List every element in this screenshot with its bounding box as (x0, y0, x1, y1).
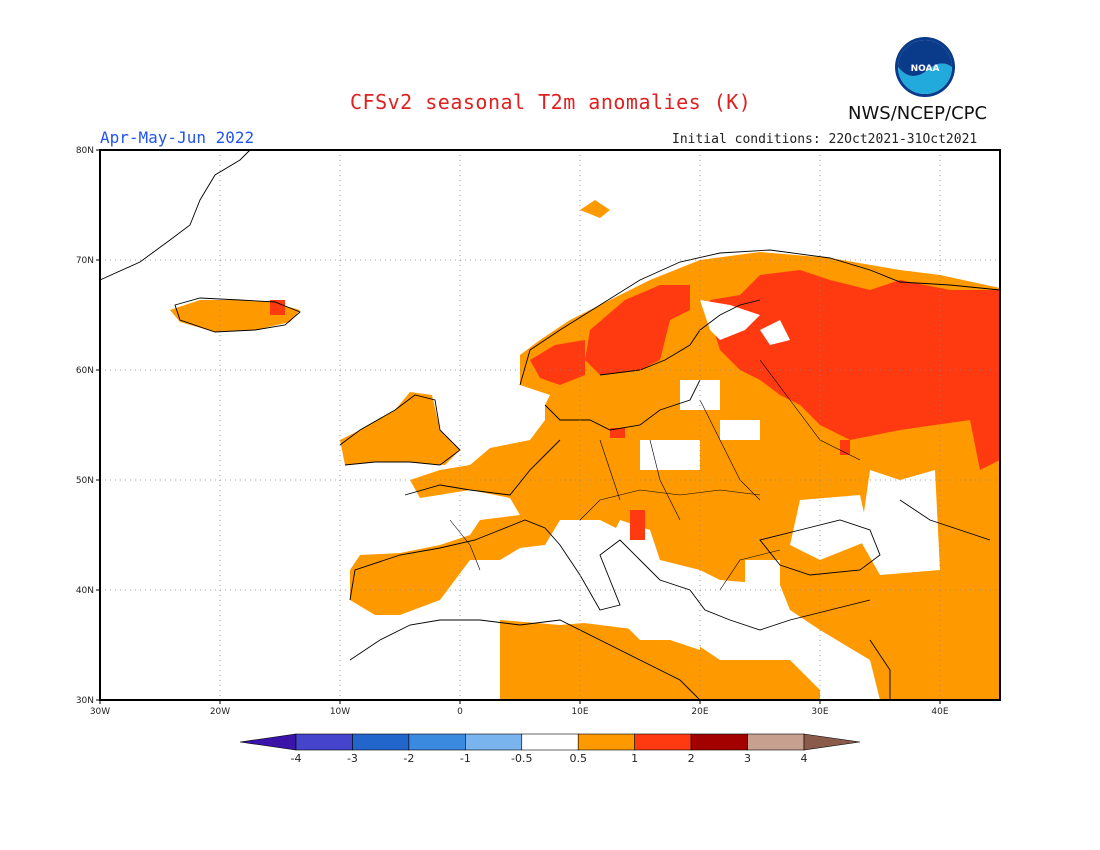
lon-label: 10E (571, 707, 588, 717)
lon-label: 10W (330, 707, 350, 717)
lon-label: 30W (90, 707, 110, 717)
lon-label: 40E (931, 707, 948, 717)
colorbar-segment (295, 733, 353, 751)
map-frame (99, 149, 1001, 701)
colorbar-segment (521, 733, 579, 751)
colorbar-tick-label: 2 (687, 752, 695, 765)
colorbar-tick-label: 1 (631, 752, 639, 765)
lat-label: 50N (76, 476, 94, 486)
colorbar-segment (634, 733, 692, 751)
colorbar-tick-label: -1 (459, 752, 471, 765)
org-label: NWS/NCEP/CPC (848, 103, 988, 124)
colorbar-segment (408, 733, 466, 751)
colorbar-segment (465, 733, 523, 751)
colorbar-tick-label: -0.5 (511, 752, 533, 765)
colorbar-segment (577, 733, 635, 751)
lat-label: 40N (76, 586, 94, 596)
colorbar-tick-label: -4 (290, 752, 302, 765)
colorbar-tick-label: 3 (744, 752, 752, 765)
colorbar-segment (239, 733, 297, 751)
lat-label: 80N (76, 146, 94, 156)
country-borders (449, 359, 861, 591)
colorbar-segment (747, 733, 805, 751)
colorbar (239, 733, 861, 751)
colorbar-tick-label: -3 (346, 752, 358, 765)
map-title: CFSv2 seasonal T2m anomalies (K) (350, 90, 752, 114)
colorbar-segment (803, 733, 861, 751)
noaa-logo: NOAA (895, 37, 955, 97)
lat-label: 70N (76, 256, 94, 266)
lon-label: 0 (457, 707, 463, 717)
lon-label: 30E (811, 707, 828, 717)
initial-conditions-label: Initial conditions: 22Oct2021-31Oct2021 (672, 132, 978, 147)
colorbar-tick-label: 0.5 (569, 752, 587, 765)
lon-label: 20E (691, 707, 708, 717)
map-area (100, 150, 1000, 700)
lat-label: 30N (76, 696, 94, 706)
logo-text: NOAA (911, 64, 940, 74)
water-bodies (700, 300, 790, 345)
coastlines (99, 149, 1001, 701)
colorbar-segment (690, 733, 748, 751)
colorbar-segment (352, 733, 410, 751)
colorbar-tick-label: -2 (403, 752, 415, 765)
period-label: Apr-May-Jun 2022 (100, 128, 255, 147)
lon-label: 20W (210, 707, 230, 717)
anomaly-white-patches (440, 315, 940, 650)
lat-label: 60N (76, 366, 94, 376)
colorbar-tick-label: 4 (800, 752, 808, 765)
map-grid (100, 150, 1000, 700)
